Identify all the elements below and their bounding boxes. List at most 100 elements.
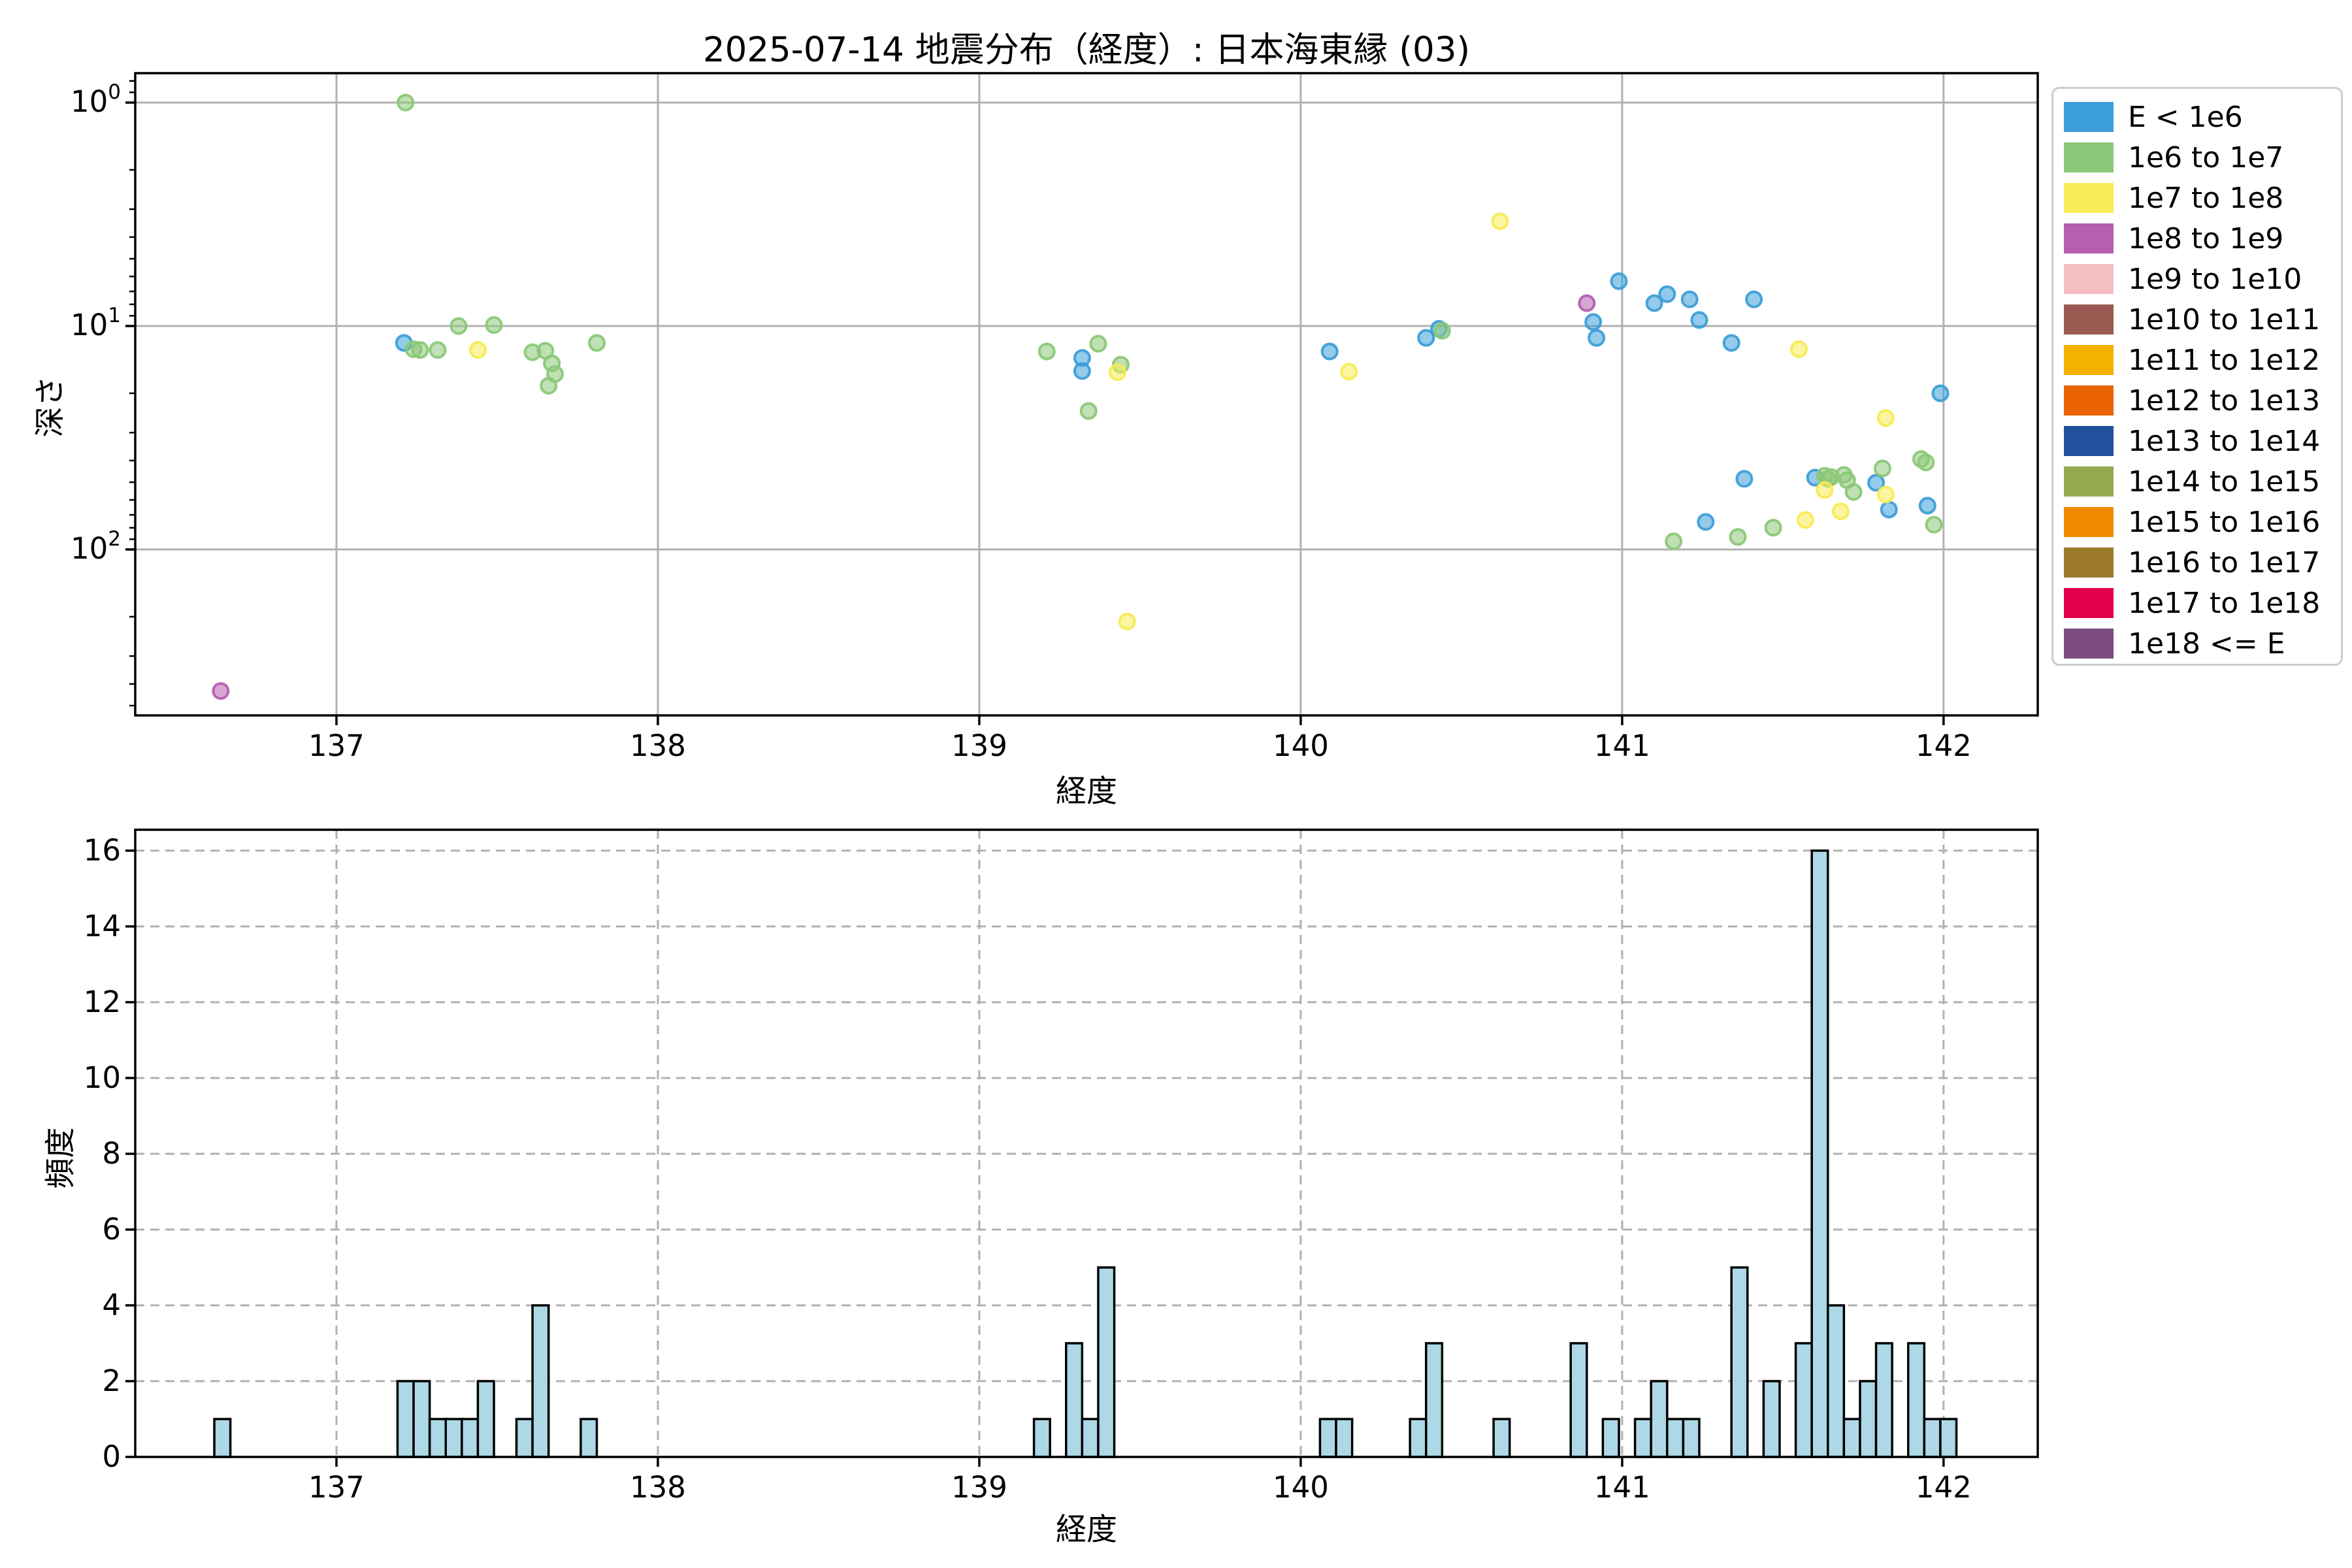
- legend-swatch-13: [2064, 629, 2114, 659]
- legend-entry: 1e6 to 1e7: [2053, 137, 2341, 178]
- histogram-bar: [1409, 1418, 1428, 1458]
- tick-label-y: 100: [71, 80, 121, 119]
- scatter-point: [411, 341, 429, 359]
- histogram-bar: [476, 1380, 495, 1458]
- histogram-bar: [1810, 849, 1829, 1458]
- bottom-x-axis-label: 経度: [1056, 1512, 1117, 1548]
- scatter-point: [1729, 528, 1747, 546]
- scatter-point: [1925, 515, 1943, 534]
- histogram-bar: [213, 1418, 232, 1458]
- legend-swatch-0: [2064, 102, 2114, 132]
- scatter-point: [397, 93, 415, 112]
- scatter-point: [1880, 500, 1898, 519]
- tick-label-y: 14: [84, 909, 121, 943]
- histogram-bar: [1906, 1342, 1926, 1458]
- legend-entry: 1e8 to 1e9: [2053, 218, 2341, 259]
- scatter-point: [1917, 453, 1935, 472]
- scatter-point: [1867, 474, 1886, 492]
- legend-label: E < 1e6: [2128, 100, 2243, 134]
- legend-entry: 1e12 to 1e13: [2053, 380, 2341, 421]
- scatter-point: [1584, 313, 1603, 331]
- legend-entry: 1e11 to 1e12: [2053, 340, 2341, 380]
- tick-label-x: 140: [1273, 728, 1329, 763]
- tick-label-y: 10: [84, 1060, 121, 1095]
- histogram-bar: [1081, 1418, 1100, 1458]
- tick-label-x: 142: [1916, 728, 1972, 763]
- legend-entry: 1e14 to 1e15: [2053, 461, 2341, 502]
- tick-label-y: 102: [71, 527, 121, 566]
- tick-label-y: 6: [102, 1212, 121, 1247]
- scatter-point: [1816, 481, 1834, 499]
- scatter-point: [1831, 502, 1850, 521]
- legend-label: 1e9 to 1e10: [2128, 262, 2302, 296]
- scatter-point: [429, 341, 447, 359]
- legend-entry: 1e7 to 1e8: [2053, 178, 2341, 218]
- chart-title: 2025-07-14 地震分布（経度）: 日本海東縁 (03): [702, 30, 1471, 70]
- tick-label-y: 8: [102, 1136, 121, 1171]
- legend-entry: 1e16 to 1e17: [2053, 542, 2341, 583]
- scatter-point: [1320, 342, 1339, 361]
- bottom-plot-frame: [134, 828, 2039, 1458]
- tick-label-y: 4: [102, 1288, 121, 1322]
- histogram-bar: [1065, 1342, 1084, 1458]
- scatter-point: [1073, 362, 1091, 380]
- scatter-point: [1665, 532, 1683, 551]
- tick-label-x: 138: [630, 1470, 686, 1505]
- top-x-axis-label: 経度: [1056, 774, 1117, 809]
- scatter-point: [1089, 335, 1107, 353]
- scatter-point: [212, 682, 230, 700]
- legend-label: 1e14 to 1e15: [2128, 465, 2321, 498]
- histogram-bar: [1826, 1304, 1846, 1458]
- histogram-bar: [1318, 1418, 1337, 1458]
- histogram-bar: [1601, 1418, 1620, 1458]
- legend: E < 1e6 1e6 to 1e7 1e7 to 1e8 1e8 to 1e9 1e9…: [2051, 87, 2343, 666]
- scatter-point: [1645, 294, 1663, 312]
- legend-swatch-2: [2064, 183, 2114, 213]
- histogram-bar: [1335, 1418, 1354, 1458]
- scatter-point: [1340, 363, 1358, 381]
- legend-label: 1e13 to 1e14: [2128, 424, 2321, 458]
- scatter-point: [1931, 384, 1950, 402]
- legend-label: 1e17 to 1e18: [2128, 586, 2321, 620]
- scatter-point: [1690, 311, 1708, 329]
- tick-label-y: 16: [84, 833, 121, 868]
- tick-label-x: 139: [951, 1470, 1007, 1505]
- tick-label-x: 142: [1916, 1470, 1972, 1505]
- tick-label-x: 137: [308, 728, 365, 763]
- legend-label: 1e12 to 1e13: [2128, 384, 2321, 417]
- legend-entry: 1e10 to 1e11: [2053, 299, 2341, 340]
- legend-entry: 1e9 to 1e10: [2053, 259, 2341, 299]
- scatter-point: [1789, 340, 1808, 359]
- scatter-point: [1108, 363, 1126, 382]
- legend-entry: 1e18 <= E: [2053, 623, 2341, 664]
- histogram-bar: [396, 1380, 415, 1458]
- histogram-bar: [1666, 1418, 1685, 1458]
- legend-label: 1e10 to 1e11: [2128, 302, 2321, 336]
- scatter-point: [1417, 329, 1435, 347]
- histogram-bar: [580, 1418, 598, 1458]
- scatter-point: [1796, 511, 1814, 529]
- scatter-point: [587, 334, 606, 352]
- bottom-y-axis-label: 頻度: [42, 1127, 79, 1189]
- legend-label: 1e7 to 1e8: [2128, 181, 2284, 215]
- scatter-point: [485, 316, 503, 335]
- histogram-bar: [1859, 1380, 1878, 1458]
- scatter-point: [1918, 497, 1936, 515]
- histogram-bar: [1923, 1418, 1942, 1458]
- histogram-bar: [444, 1418, 463, 1458]
- scatter-point: [1588, 329, 1606, 347]
- legend-entry: 1e13 to 1e14: [2053, 421, 2341, 461]
- legend-entry: E < 1e6: [2053, 97, 2341, 137]
- top-y-axis-label: 深さ: [32, 376, 69, 438]
- histogram-bar: [412, 1380, 431, 1458]
- scatter-point: [1433, 321, 1451, 340]
- scatter-point: [1118, 612, 1136, 630]
- histogram-bar: [1874, 1342, 1893, 1458]
- scatter-point: [1079, 402, 1098, 420]
- histogram-bar: [1492, 1418, 1511, 1458]
- legend-swatch-9: [2064, 466, 2114, 497]
- legend-swatch-11: [2064, 547, 2114, 578]
- top-plot-frame: [134, 72, 2039, 717]
